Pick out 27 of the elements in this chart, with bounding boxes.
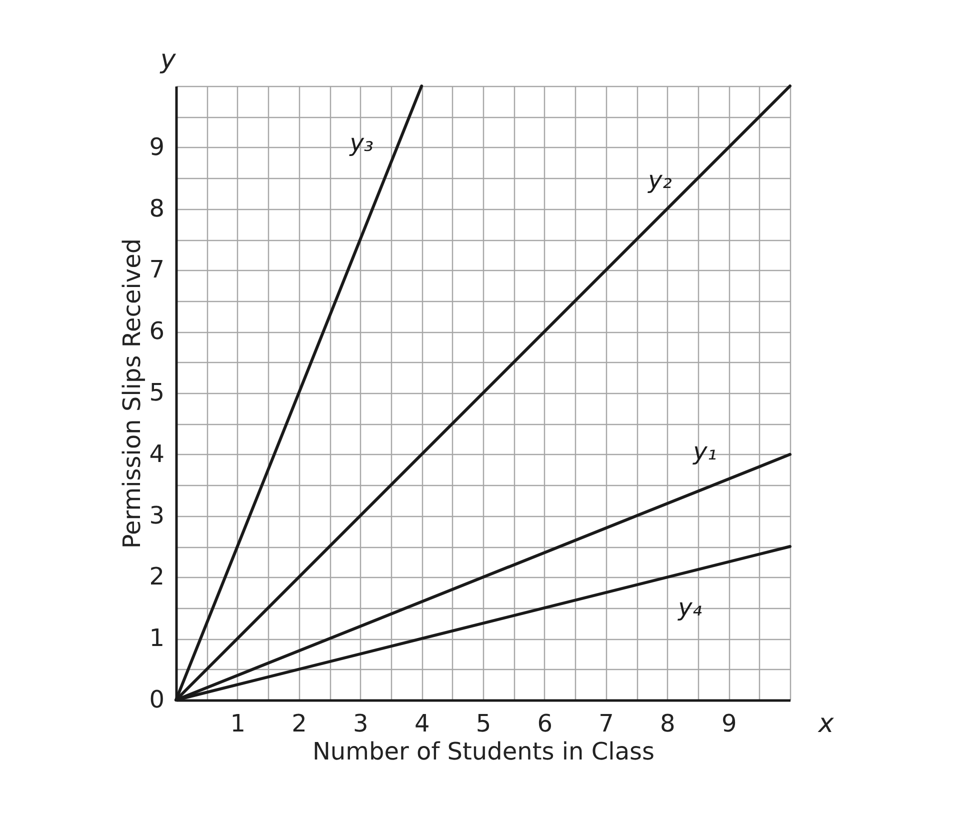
x-tick-label: 8 [660, 710, 676, 738]
y-tick-label: 9 [149, 132, 164, 161]
y-tick-label: 5 [149, 378, 164, 406]
series-label: y₂ [647, 166, 672, 194]
series-label: y₄ [677, 594, 702, 622]
y-tick-label: 2 [149, 562, 164, 591]
x-tick-label: 7 [598, 710, 614, 738]
y-tick-label: 4 [149, 440, 164, 468]
series-label: y₃ [348, 129, 374, 157]
x-tick-label: 4 [414, 710, 430, 738]
y-tick-label: 3 [149, 501, 164, 530]
x-axis-title: Number of Students in Class [312, 738, 655, 766]
x-tick-label: 6 [537, 710, 553, 738]
y-tick-label: 0 [149, 686, 164, 714]
x-tick-label: 5 [476, 710, 492, 738]
series-label: y₁ [692, 437, 717, 466]
y-tick-label: 1 [149, 624, 164, 652]
x-tick-label: 9 [721, 710, 737, 738]
x-tick-label: 2 [292, 710, 307, 738]
y-tick-label: 6 [149, 317, 164, 346]
y-tick-label: 8 [149, 194, 164, 222]
x-tick-label: 3 [353, 710, 368, 738]
text: y [159, 45, 176, 75]
x-tick-label: 1 [230, 710, 246, 738]
y-axis-title: Permission Slips Received [118, 238, 146, 549]
y-tick-label: 7 [149, 256, 164, 284]
text: x [817, 709, 834, 739]
